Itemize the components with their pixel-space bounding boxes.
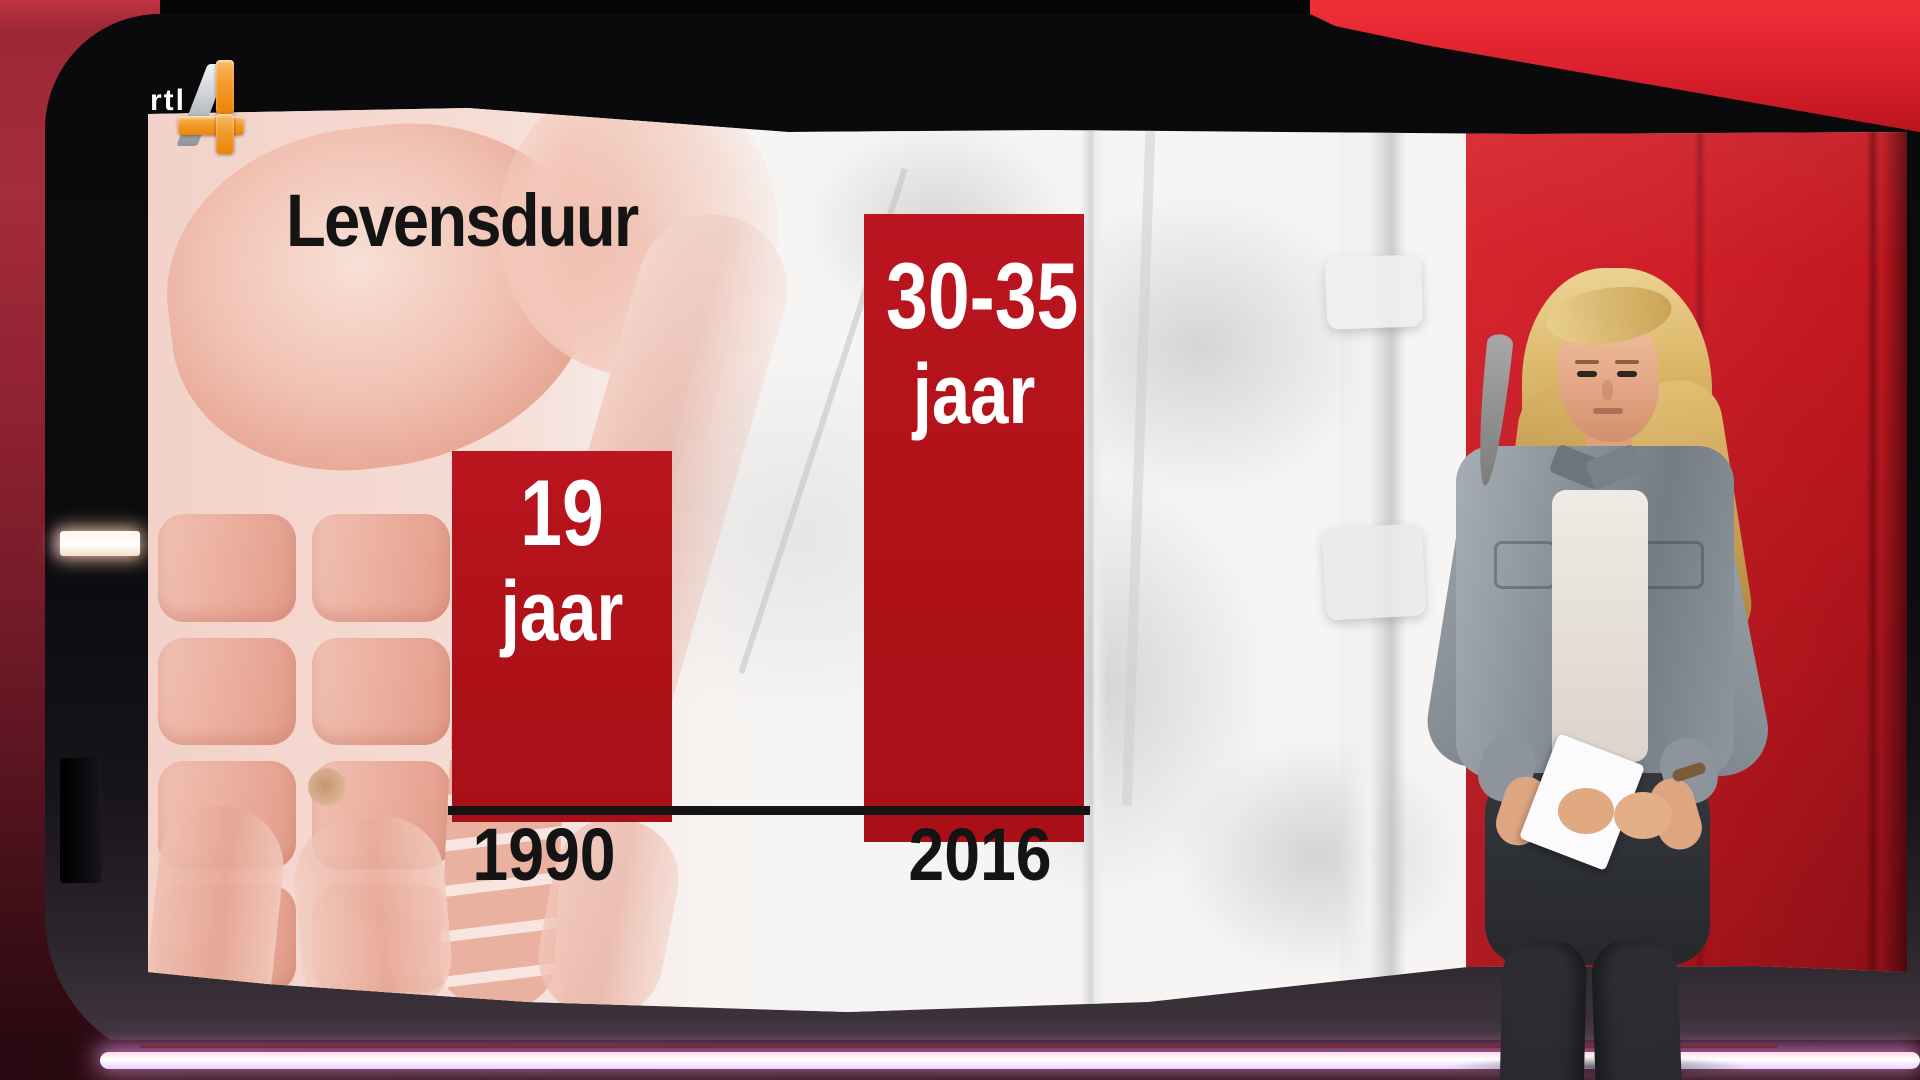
iv-connector [1324,254,1424,330]
logo-4-block-icon [216,60,234,114]
red-panel-edge-shadow [1881,108,1907,1012]
bar-unit-label: jaar [500,564,624,659]
presenter-jeans-leg [1492,938,1588,1080]
muscle-shape [158,637,296,745]
presenter-hand [1558,788,1614,834]
chart-title: Levensduur [286,179,639,262]
logo-4-block-icon [216,114,234,154]
rtl-brand-text: rtl [150,84,186,117]
jacket-collar [1584,443,1644,491]
presenter-hand [1614,792,1672,839]
muscle-shape [312,637,450,745]
year-label-2016: 2016 [908,813,1052,896]
nose [1602,380,1613,400]
muscle-shape [312,514,450,622]
year-label-1990: 1990 [472,813,616,896]
jacket-pocket [1494,541,1556,589]
eyebrow [1615,360,1639,364]
eye [1577,371,1597,377]
eyebrow [1575,360,1599,364]
iv-connector [1321,523,1427,621]
muscle-shape [158,514,296,622]
mouth [1593,408,1623,414]
bar-value-label: 30-35 [886,243,1079,348]
eye [1617,371,1637,377]
iv-tube [1081,108,1107,1012]
jacket-pocket [1642,541,1704,589]
bar-2016: 30-35 jaar [864,214,1084,842]
screen-content: Levensduur 19 jaar 30-35 jaar 1990 2016 [148,108,1907,1012]
presenter [1420,268,1776,1080]
bezel-speaker-slot [60,758,102,883]
navel-shape [308,768,346,806]
wall-light-bar [60,531,140,556]
presenter-white-top [1552,490,1648,762]
red-panel-seam [1866,108,1880,1012]
bar-value-label: 19 [520,460,604,565]
logo-4-block-icon [178,116,244,135]
chart-axis-line [448,806,1090,815]
bar-1990: 19 jaar [452,451,672,822]
rtl4-logo: rtl [146,58,276,158]
bar-unit-label: jaar [912,347,1036,442]
